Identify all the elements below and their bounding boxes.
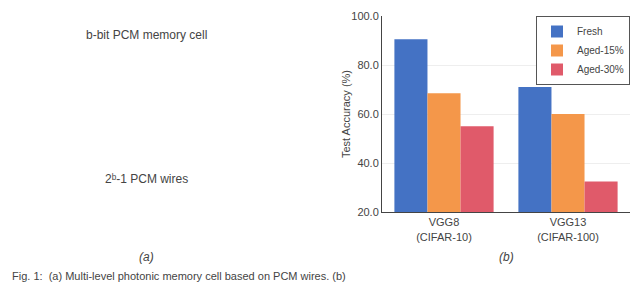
svg-text:100.0: 100.0 xyxy=(351,10,379,22)
svg-text:b-bit PCM memory cell: b-bit PCM memory cell xyxy=(86,28,207,42)
svg-text:(b): (b) xyxy=(499,250,514,264)
svg-text:VGG13(CIFAR-100): VGG13(CIFAR-100) xyxy=(537,216,599,242)
svg-text:80.0: 80.0 xyxy=(357,59,378,71)
svg-text:Aged-30%: Aged-30% xyxy=(577,64,624,75)
svg-text:20.0: 20.0 xyxy=(357,206,378,218)
svg-text:Aged-15%: Aged-15% xyxy=(577,45,624,56)
svg-text:Fig. 1: (a) Multi-level photo: Fig. 1: (a) Multi-level photonic memory … xyxy=(12,270,346,282)
svg-text:2ᵇ-1 PCM wires: 2ᵇ-1 PCM wires xyxy=(105,172,188,186)
svg-text:40.0: 40.0 xyxy=(357,157,378,169)
svg-text:(a): (a) xyxy=(139,250,154,264)
svg-text:60.0: 60.0 xyxy=(357,108,378,120)
svg-text:Test Accuracy (%): Test Accuracy (%) xyxy=(340,70,352,158)
svg-text:VGG8(CIFAR-10): VGG8(CIFAR-10) xyxy=(416,216,472,242)
svg-text:Fresh: Fresh xyxy=(577,26,603,37)
